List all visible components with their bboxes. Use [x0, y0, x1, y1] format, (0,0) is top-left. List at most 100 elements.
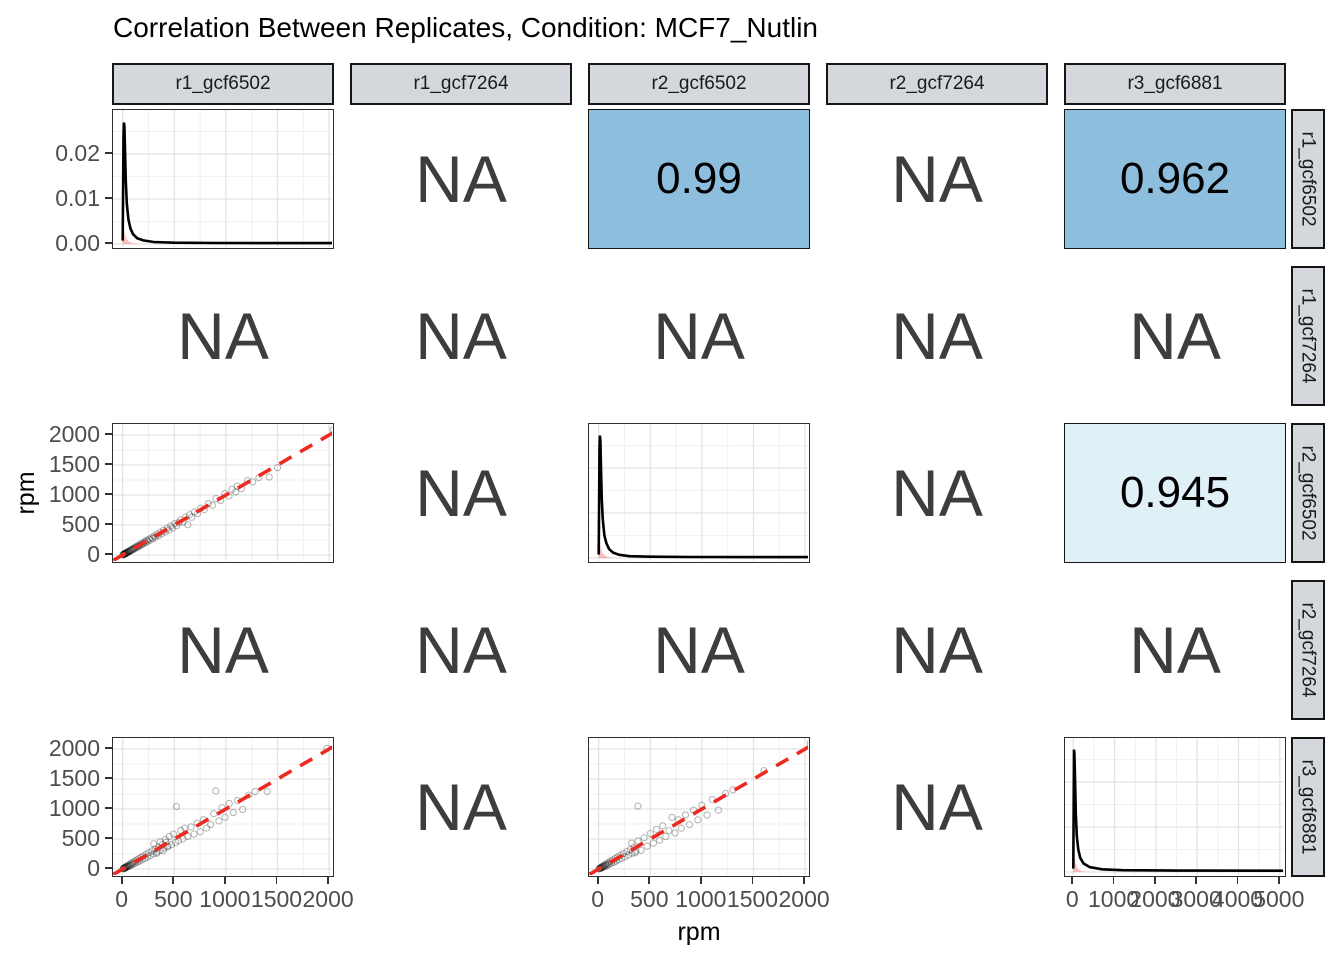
na-cell: NA	[350, 737, 572, 877]
y-axis-tick	[105, 493, 112, 495]
na-label: NA	[653, 613, 745, 687]
x-tick-label: 1500	[250, 886, 303, 912]
y-tick-label: 1500	[48, 451, 100, 477]
y-tick-label: 0.02	[55, 140, 100, 166]
page-title: Correlation Between Replicates, Conditio…	[113, 12, 819, 43]
na-label: NA	[177, 613, 269, 687]
y-axis-tick	[105, 152, 112, 154]
na-cell: NA	[1064, 580, 1286, 720]
x-tick-label: 2000	[778, 886, 830, 912]
y-tick-label: 0	[87, 541, 100, 567]
na-cell: NA	[588, 266, 810, 406]
na-label: NA	[891, 613, 983, 687]
na-cell: NA	[588, 580, 810, 720]
scatter-panel-s51	[112, 737, 334, 877]
y-tick-label: 0	[87, 855, 100, 881]
scatter-panel-s53	[588, 737, 810, 877]
y-tick-label: 2000	[48, 421, 100, 447]
scatter-panel-s31	[112, 423, 334, 563]
y-axis-tick	[105, 867, 112, 869]
density-panel-d5	[1064, 737, 1286, 877]
y-tick-label: 1000	[48, 481, 100, 507]
na-cell: NA	[350, 580, 572, 720]
y-axis-tick	[105, 777, 112, 779]
y-axis-tick	[105, 242, 112, 244]
row-strip-label: r2_gcf7264	[1298, 602, 1320, 698]
y-axis-tick	[105, 463, 112, 465]
x-tick-label: 0	[115, 886, 129, 912]
row-strip-r3_gcf6881: r3_gcf6881	[1291, 737, 1325, 877]
na-cell: NA	[826, 109, 1048, 249]
correlation-cell: 0.99	[588, 109, 810, 249]
column-strip-r1_gcf6502: r1_gcf6502	[112, 63, 334, 105]
column-strip-label: r3_gcf6881	[1127, 73, 1223, 94]
row-strip-label: r3_gcf6881	[1298, 759, 1320, 855]
x-tick-label: 500	[154, 886, 193, 912]
x-axis-tick	[1071, 877, 1074, 884]
correlation-value: 0.99	[656, 154, 742, 203]
x-tick-label: 1000	[675, 886, 727, 912]
density-panel-d3	[588, 423, 810, 563]
na-cell: NA	[112, 580, 334, 720]
x-axis-title: rpm	[677, 918, 721, 946]
na-label: NA	[177, 299, 269, 373]
x-tick-label: 0	[1065, 886, 1079, 912]
y-axis-title: rpm	[11, 471, 40, 515]
na-cell: NA	[112, 266, 334, 406]
x-tick-label: 4000	[1211, 886, 1264, 912]
density-panel-d1	[112, 109, 334, 249]
na-label: NA	[415, 142, 507, 216]
x-tick-label: 2000	[1129, 886, 1181, 912]
y-tick-label: 1500	[48, 765, 100, 791]
na-label: NA	[415, 613, 507, 687]
x-tick-label: 2000	[302, 886, 354, 912]
na-label: NA	[415, 299, 507, 373]
column-strip-label: r2_gcf7264	[889, 73, 985, 94]
na-cell: NA	[826, 266, 1048, 406]
x-tick-label: 1000	[199, 886, 251, 912]
x-tick-label: 3000	[1170, 886, 1222, 912]
correlation-value: 0.962	[1119, 154, 1231, 203]
column-strip-label: r1_gcf7264	[413, 73, 509, 94]
x-axis-tick	[327, 877, 329, 884]
y-tick-label: 500	[61, 511, 100, 537]
x-tick-label: 5000	[1253, 886, 1305, 912]
x-axis-tick	[1154, 877, 1156, 884]
y-axis-tick	[105, 553, 112, 555]
y-axis-tick	[105, 747, 112, 749]
x-axis-tick	[700, 877, 702, 884]
na-label: NA	[415, 770, 507, 844]
na-label: NA	[891, 456, 983, 530]
na-label: NA	[415, 456, 507, 530]
x-axis-tick	[172, 877, 175, 884]
y-axis-tick	[105, 807, 112, 809]
x-axis-tick	[1195, 877, 1198, 884]
correlation-cell: 0.945	[1064, 423, 1286, 563]
row-strip-label: r2_gcf6502	[1298, 445, 1320, 541]
column-strip-label: r2_gcf6502	[651, 73, 747, 94]
x-axis-tick	[275, 877, 278, 884]
na-cell: NA	[826, 737, 1048, 877]
y-axis-tick	[105, 433, 112, 435]
x-tick-label: 1500	[726, 886, 779, 912]
x-axis-tick	[596, 877, 599, 884]
x-axis-tick	[1112, 877, 1115, 884]
x-axis-tick	[648, 877, 651, 884]
row-strip-r2_gcf7264: r2_gcf7264	[1291, 580, 1325, 720]
column-strip-label: r1_gcf6502	[175, 73, 271, 94]
x-axis-tick	[1236, 877, 1239, 884]
na-label: NA	[1129, 299, 1221, 373]
na-label: NA	[653, 299, 745, 373]
na-label: NA	[891, 142, 983, 216]
na-label: NA	[1129, 613, 1221, 687]
x-axis-tick	[224, 877, 226, 884]
row-strip-label: r1_gcf7264	[1298, 288, 1320, 384]
y-axis-tick	[105, 523, 112, 525]
y-axis-tick	[105, 837, 112, 839]
na-cell: NA	[350, 109, 572, 249]
row-strip-r2_gcf6502: r2_gcf6502	[1291, 423, 1325, 563]
x-axis-tick	[751, 877, 754, 884]
row-strip-label: r1_gcf6502	[1298, 131, 1320, 227]
na-cell: NA	[826, 580, 1048, 720]
